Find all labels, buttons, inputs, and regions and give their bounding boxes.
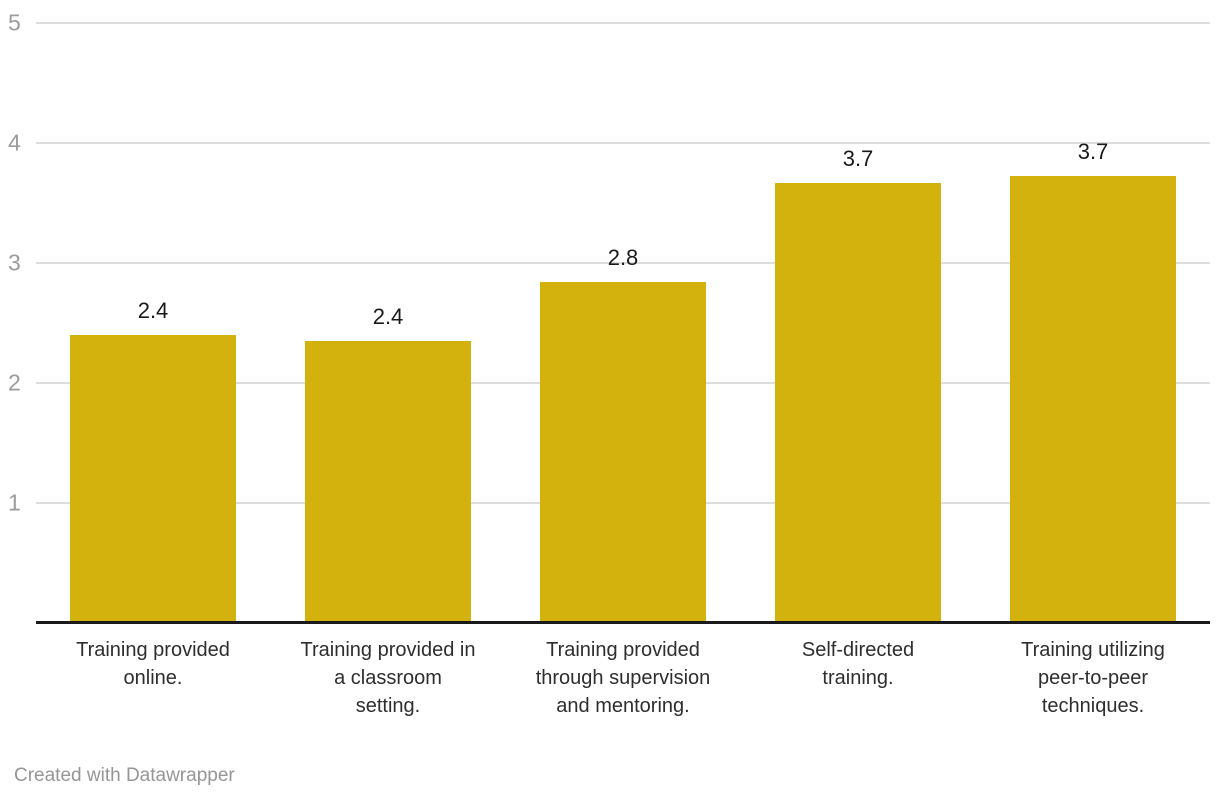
bar-category-label: Training utilizing peer-to-peer techniques… <box>1021 639 1165 717</box>
y-axis-tick-label: 5 <box>8 9 21 36</box>
gridline <box>36 22 1210 24</box>
bar-value-label: 2.8 <box>607 245 639 271</box>
bar <box>1010 175 1176 622</box>
bar-value-label: 2.4 <box>137 298 169 324</box>
bar <box>70 335 236 622</box>
bar <box>540 282 706 622</box>
bar <box>775 182 941 622</box>
bar-category-label: Training provided through supervision and … <box>535 639 711 717</box>
y-axis-tick-label: 2 <box>8 369 21 396</box>
bar-value-label: 2.4 <box>372 304 404 330</box>
bar <box>305 341 471 622</box>
bar-value-label: 3.7 <box>1077 138 1109 164</box>
y-axis-tick-label: 3 <box>8 249 21 276</box>
footer-credit: Created with Datawrapper <box>14 765 235 786</box>
bar-category-label: Self-directed training. <box>801 639 915 689</box>
gridline <box>36 262 1210 264</box>
bar-value-label: 3.7 <box>842 145 874 171</box>
bar-category-label: Training provided in a classroom setting. <box>300 639 476 717</box>
gridline <box>36 142 1210 144</box>
bar-category-label: Training provided online. <box>76 639 230 689</box>
y-axis-tick-label: 1 <box>8 489 21 516</box>
x-axis-line <box>36 621 1210 624</box>
y-axis-tick-label: 4 <box>8 129 21 156</box>
